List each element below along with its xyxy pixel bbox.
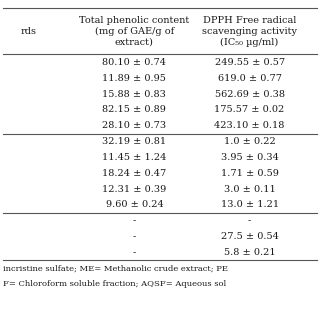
Text: 80.10 ± 0.74: 80.10 ± 0.74 — [102, 58, 166, 67]
Text: 5.8 ± 0.21: 5.8 ± 0.21 — [224, 248, 276, 257]
Text: 249.55 ± 0.57: 249.55 ± 0.57 — [214, 58, 285, 67]
Text: -: - — [133, 232, 136, 241]
Text: 3.0 ± 0.11: 3.0 ± 0.11 — [224, 185, 276, 194]
Text: DPPH Free radical
scavenging activity
(IC₅₀ µg/ml): DPPH Free radical scavenging activity (I… — [202, 15, 297, 47]
Text: 562.69 ± 0.38: 562.69 ± 0.38 — [215, 90, 284, 99]
Text: 32.19 ± 0.81: 32.19 ± 0.81 — [102, 137, 166, 146]
Text: rds: rds — [21, 27, 37, 36]
Text: F= Chloroform soluble fraction; AQSF= Aqueous sol: F= Chloroform soluble fraction; AQSF= Aq… — [3, 280, 227, 287]
Text: 619.0 ± 0.77: 619.0 ± 0.77 — [218, 74, 282, 83]
Text: 175.57 ± 0.02: 175.57 ± 0.02 — [214, 105, 285, 114]
Text: 11.89 ± 0.95: 11.89 ± 0.95 — [102, 74, 166, 83]
Text: 12.31 ± 0.39: 12.31 ± 0.39 — [102, 185, 166, 194]
Text: -: - — [133, 216, 136, 225]
Text: 28.10 ± 0.73: 28.10 ± 0.73 — [102, 121, 166, 130]
Text: 11.45 ± 1.24: 11.45 ± 1.24 — [102, 153, 167, 162]
Text: 423.10 ± 0.18: 423.10 ± 0.18 — [214, 121, 285, 130]
Text: 9.60 ± 0.24: 9.60 ± 0.24 — [106, 200, 163, 209]
Text: 3.95 ± 0.34: 3.95 ± 0.34 — [221, 153, 278, 162]
Text: Total phenolic content
(mg of GAE/g of
extract): Total phenolic content (mg of GAE/g of e… — [79, 15, 189, 47]
Text: 18.24 ± 0.47: 18.24 ± 0.47 — [102, 169, 166, 178]
Text: incristine sulfate; ME= Methanolic crude extract; PE: incristine sulfate; ME= Methanolic crude… — [3, 265, 228, 273]
Text: 27.5 ± 0.54: 27.5 ± 0.54 — [221, 232, 278, 241]
Text: 13.0 ± 1.21: 13.0 ± 1.21 — [220, 200, 279, 209]
Text: -: - — [248, 216, 251, 225]
Text: 1.0 ± 0.22: 1.0 ± 0.22 — [224, 137, 276, 146]
Text: 82.15 ± 0.89: 82.15 ± 0.89 — [102, 105, 166, 114]
Text: 15.88 ± 0.83: 15.88 ± 0.83 — [102, 90, 166, 99]
Text: 1.71 ± 0.59: 1.71 ± 0.59 — [221, 169, 278, 178]
Text: -: - — [133, 248, 136, 257]
